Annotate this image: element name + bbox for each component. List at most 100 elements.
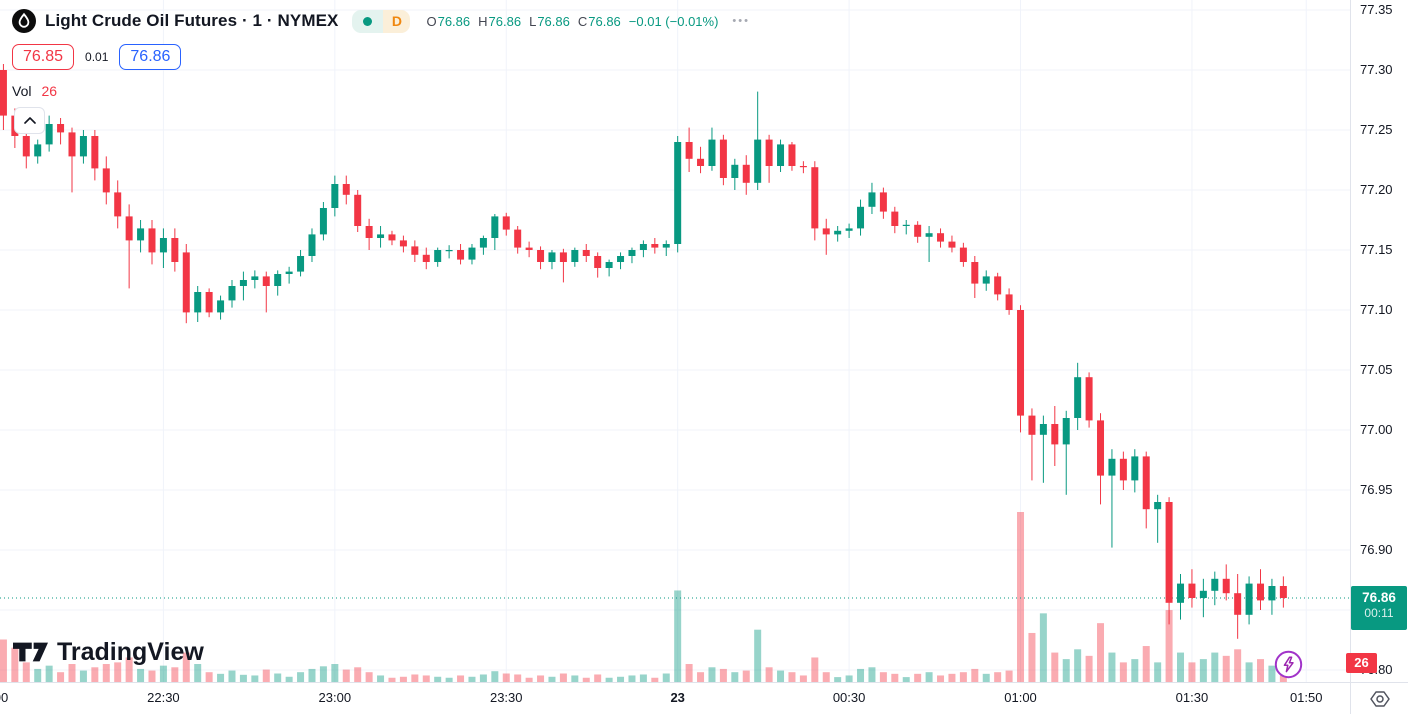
price-axis-label: 76.95 (1360, 482, 1393, 497)
candle-body (1199, 590, 1207, 598)
volume-bar (457, 675, 465, 682)
price-chart-canvas[interactable] (0, 0, 1350, 682)
volume-bar (1005, 670, 1013, 682)
volume-bar (925, 672, 933, 682)
volume-bar (708, 667, 716, 682)
volume-bar (1051, 652, 1059, 682)
candle-body (342, 184, 350, 195)
volume-bar (22, 662, 30, 682)
candle-body (1039, 424, 1047, 435)
candle-body (902, 224, 910, 226)
volume-bar (1222, 655, 1230, 682)
volume-bar (1131, 659, 1139, 682)
candle-body (1222, 578, 1230, 594)
volume-bar (594, 674, 602, 682)
volume-bar (628, 675, 636, 682)
volume-bar (365, 672, 373, 682)
symbol-title[interactable]: Light Crude Oil Futures · 1 · NYMEX (45, 11, 339, 30)
candle-body (548, 252, 556, 262)
volume-bar (719, 668, 727, 682)
candle-body (982, 276, 990, 284)
volume-bar (239, 674, 247, 682)
price-axis-label: 77.20 (1360, 182, 1393, 197)
candle-body (514, 229, 522, 248)
lightning-button[interactable] (1274, 650, 1303, 679)
candle-body (1268, 586, 1276, 601)
time-axis-label: 23:00 (318, 690, 352, 705)
candle-body (205, 292, 213, 313)
candle-body (479, 238, 487, 248)
volume-bar (697, 672, 705, 682)
volume-bar (182, 652, 190, 682)
hexagon-settings-icon[interactable] (1369, 689, 1391, 709)
volume-bar (811, 657, 819, 682)
volume-indicator-label[interactable]: Vol (12, 83, 32, 99)
candle-body (354, 194, 362, 226)
volume-bar (274, 673, 282, 682)
volume-bar (662, 673, 670, 682)
volume-bar (525, 677, 533, 682)
tradingview-logo[interactable]: TradingView (13, 637, 204, 667)
open-label: O (426, 13, 437, 29)
volume-bar (914, 673, 922, 682)
price-axis-label: 77.15 (1360, 242, 1393, 257)
candle-body (274, 274, 282, 286)
open-value: 76.86 (437, 13, 471, 29)
volume-bar (342, 669, 350, 682)
volume-bar (45, 665, 53, 682)
candle-body (1234, 593, 1242, 615)
volume-bar (194, 664, 202, 682)
bar-countdown: 00:11 (1364, 606, 1394, 620)
volume-bar (1108, 652, 1116, 682)
candle-body (1177, 583, 1185, 603)
candle-body (708, 139, 716, 166)
volume-bar (902, 677, 910, 682)
scale-settings-corner[interactable] (1350, 682, 1408, 714)
volume-bar (777, 670, 785, 682)
candle-body (194, 292, 202, 313)
volume-bar (799, 675, 807, 682)
candle-body (811, 167, 819, 229)
volume-bar (205, 672, 213, 682)
candle-body (1142, 456, 1150, 510)
price-axis-label: 76.90 (1360, 542, 1393, 557)
candle-body (1119, 458, 1127, 481)
time-axis[interactable]: 22:00 22:30 23:00 23:30 23 00:30 01:00 01:30 01:… (0, 682, 1350, 714)
candle-body (799, 166, 807, 168)
ask-price-button[interactable]: 76.86 (119, 44, 182, 70)
candle-body (251, 276, 259, 280)
volume-bar (0, 639, 7, 682)
crude-oil-symbol-icon (12, 9, 36, 33)
candle-body (457, 250, 465, 260)
candle-body (1279, 586, 1287, 598)
volume-bar (948, 673, 956, 682)
time-axis-label: 00:30 (832, 690, 866, 705)
bid-price-button[interactable]: 76.85 (12, 44, 75, 70)
candle-body (137, 228, 145, 241)
candle-body (879, 192, 887, 212)
time-axis-label: 23 (670, 690, 685, 705)
volume-bar (1199, 659, 1207, 682)
volume-bar (297, 672, 305, 682)
candle-body (45, 124, 53, 145)
candle-body (297, 256, 305, 272)
volume-bar (891, 673, 899, 682)
volume-bar (217, 673, 225, 682)
volume-bar (868, 667, 876, 682)
price-axis[interactable]: 77.35 77.30 77.25 77.20 77.15 77.10 77.05 77.00… (1350, 0, 1408, 682)
candle-body (628, 250, 636, 256)
collapse-legend-button[interactable] (14, 107, 45, 134)
volume-bar (285, 676, 293, 682)
volume-bar (1165, 610, 1173, 682)
more-options-icon[interactable]: ••• (732, 15, 750, 27)
candle-body (68, 132, 76, 157)
candle-body (1154, 502, 1162, 510)
candle-body (445, 250, 453, 252)
volume-bar (468, 676, 476, 682)
tradingview-mark-icon (13, 642, 48, 662)
candle-body (217, 300, 225, 313)
low-label: L (529, 13, 537, 29)
market-status-pill[interactable]: D (352, 9, 411, 33)
volume-bar (434, 676, 442, 682)
candle-body (308, 234, 316, 256)
